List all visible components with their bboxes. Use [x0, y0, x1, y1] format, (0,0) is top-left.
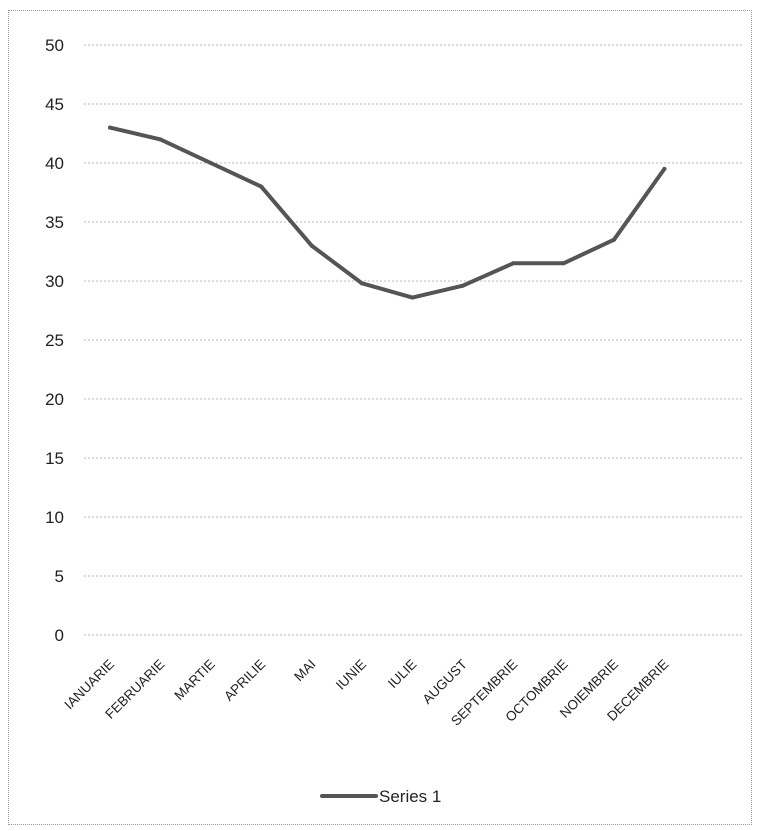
- x-tick-label: IUNIE: [333, 657, 369, 693]
- y-tick-label: 20: [45, 390, 64, 409]
- data-point: [662, 166, 667, 171]
- chart-frame: [8, 10, 752, 825]
- x-tick-label: IULIE: [385, 657, 419, 691]
- data-point: [108, 125, 112, 130]
- y-tick-label: 0: [55, 626, 64, 645]
- data-point: [158, 137, 163, 142]
- data-point: [612, 237, 616, 242]
- y-tick-label: 45: [45, 95, 64, 114]
- data-point: [460, 283, 465, 288]
- data-point: [561, 261, 566, 266]
- data-point: [360, 281, 364, 286]
- data-point: [259, 184, 264, 189]
- y-tick-label: 25: [45, 331, 64, 350]
- series-line-1: [108, 125, 667, 300]
- y-tick-label: 50: [45, 36, 64, 55]
- x-tick-label: MARTIE: [171, 657, 218, 704]
- y-tick-label: 15: [45, 449, 64, 468]
- x-tick-label: AUGUST: [420, 657, 470, 707]
- y-tick-label: 5: [55, 567, 64, 586]
- y-tick-label: 40: [45, 154, 64, 173]
- y-tick-label: 35: [45, 213, 64, 232]
- data-point: [309, 243, 314, 248]
- data-point: [511, 261, 516, 266]
- legend: Series 1: [320, 787, 441, 806]
- gridlines: [84, 44, 742, 636]
- x-tick-label: MAI: [291, 657, 319, 685]
- x-tick-label: APRILIE: [221, 657, 268, 704]
- data-point: [410, 295, 415, 300]
- y-tick-label: 30: [45, 272, 64, 291]
- y-axis-ticks: 0 5 10 15 20 25 30 35 40 45 50: [45, 36, 64, 645]
- y-tick-label: 10: [45, 508, 64, 527]
- legend-label-series-1: Series 1: [379, 787, 441, 806]
- series-layer: [108, 125, 667, 300]
- data-point: [208, 161, 213, 165]
